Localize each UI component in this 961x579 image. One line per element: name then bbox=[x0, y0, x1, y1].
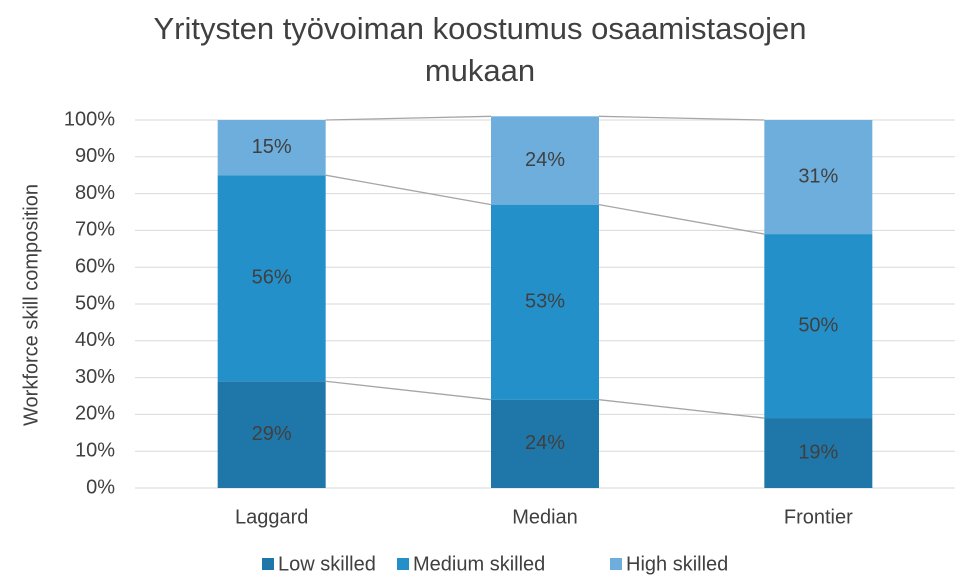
data-label: 53% bbox=[525, 290, 565, 312]
legend-label: Low skilled bbox=[278, 553, 376, 575]
x-tick-label: Median bbox=[512, 506, 578, 528]
bar-segment bbox=[491, 116, 599, 205]
bar-segment bbox=[764, 234, 873, 419]
y-tick-label: 20% bbox=[75, 403, 115, 425]
bar-segment bbox=[764, 120, 873, 235]
y-tick-label: 90% bbox=[75, 145, 115, 167]
bar-segment bbox=[491, 399, 599, 488]
x-tick-label: Laggard bbox=[235, 506, 308, 528]
y-tick-label: 70% bbox=[75, 219, 115, 241]
y-tick-label: 0% bbox=[86, 476, 115, 498]
series-line bbox=[598, 399, 765, 419]
series-line bbox=[598, 204, 765, 235]
y-tick-label: 30% bbox=[75, 366, 115, 388]
bar-segment bbox=[764, 418, 873, 488]
y-tick-label: 40% bbox=[75, 329, 115, 351]
y-tick-label: 60% bbox=[75, 255, 115, 277]
bar-segment bbox=[217, 175, 326, 382]
y-tick-label: 50% bbox=[75, 292, 115, 314]
legend-label: High skilled bbox=[626, 553, 728, 575]
legend-swatch bbox=[262, 558, 274, 570]
data-label: 29% bbox=[252, 423, 292, 445]
legend-swatch bbox=[397, 558, 409, 570]
y-tick-label: 80% bbox=[75, 182, 115, 204]
y-axis-label: Workforce skill composition bbox=[20, 184, 42, 426]
y-tick-label: 10% bbox=[75, 439, 115, 461]
chart-title: Yritysten työvoiman koostumus osaamistas… bbox=[153, 11, 807, 88]
data-label: 19% bbox=[798, 441, 838, 463]
bar-segment bbox=[217, 120, 326, 176]
series-line bbox=[598, 115, 765, 121]
data-label: 31% bbox=[798, 165, 838, 187]
series-line bbox=[325, 115, 492, 121]
series-line bbox=[325, 174, 492, 206]
legend-label: Medium skilled bbox=[413, 553, 545, 575]
legend-swatch bbox=[610, 558, 622, 570]
data-label: 56% bbox=[252, 267, 292, 289]
data-label: 24% bbox=[525, 149, 565, 171]
bar-segment bbox=[491, 204, 599, 400]
data-label: 50% bbox=[798, 314, 838, 336]
series-line bbox=[325, 380, 492, 401]
data-label: 24% bbox=[525, 432, 565, 454]
x-tick-label: Frontier bbox=[784, 506, 853, 528]
y-tick-label: 100% bbox=[64, 108, 115, 130]
data-label: 15% bbox=[252, 136, 292, 158]
bar-segment bbox=[217, 381, 326, 488]
